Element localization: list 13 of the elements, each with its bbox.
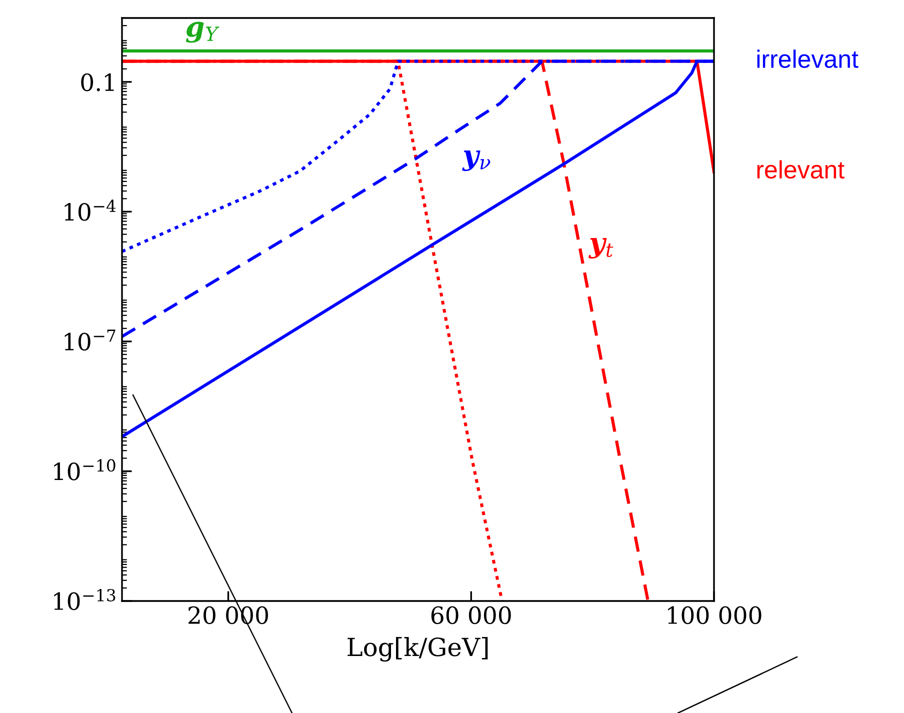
y-tick-label: 10$^{−13}$ [54, 588, 116, 610]
annotation: relevant [757, 160, 844, 179]
x-axis-title: Log[k/GeV] [348, 637, 488, 662]
annotation: irrelevant [757, 50, 858, 68]
y-tick-label: 10$^{−4}$ [64, 200, 116, 221]
series-label: g$_{Y}$ [186, 22, 220, 43]
series-label: y$_{ν}$ [462, 150, 490, 172]
y-tick-label: 0.1 [81, 73, 114, 92]
y-tick-label: 10$^{−7}$ [64, 330, 116, 351]
series-label: y$_{t}$ [588, 238, 614, 259]
y-tick-label: 10$^{−10}$ [54, 459, 116, 480]
x-tick-label: 100 000 [668, 606, 762, 624]
x-tick-label: 60 000 [431, 606, 511, 624]
